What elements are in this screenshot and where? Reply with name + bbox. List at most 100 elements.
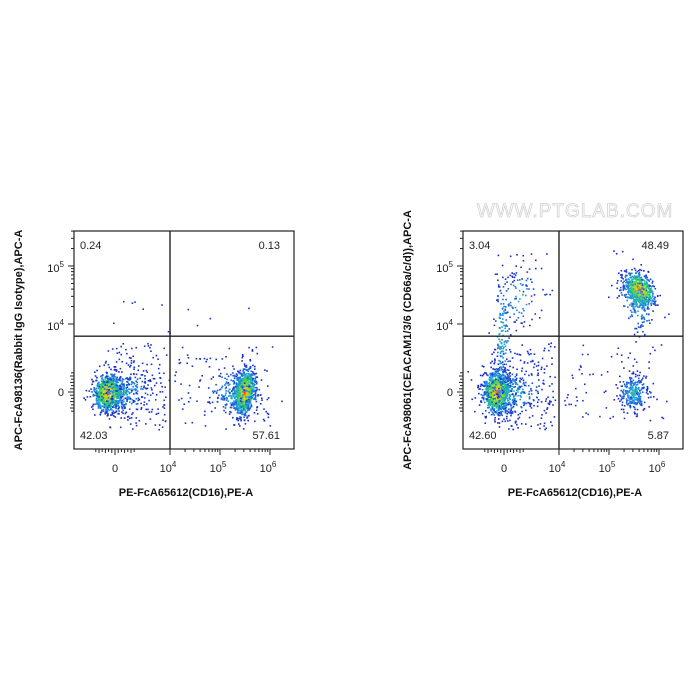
scatter-point xyxy=(225,382,227,385)
scatter-point xyxy=(141,362,144,365)
scatter-point xyxy=(222,398,224,400)
scatter-point xyxy=(636,285,639,288)
scatter-point xyxy=(513,379,515,382)
scatter-point xyxy=(111,395,114,398)
scatter-point xyxy=(632,372,635,375)
scatter-point xyxy=(121,407,123,410)
scatter-point xyxy=(96,391,98,394)
scatter-point xyxy=(102,399,105,401)
scatter-point xyxy=(103,395,105,398)
scatter-point xyxy=(236,400,238,402)
scatter-point xyxy=(625,269,628,271)
scatter-point xyxy=(621,390,624,393)
scatter-point xyxy=(634,386,637,388)
scatter-point xyxy=(244,365,246,367)
scatter-point xyxy=(629,378,632,381)
scatter-point xyxy=(244,423,247,425)
scatter-point xyxy=(123,404,125,406)
scatter-point xyxy=(642,391,644,393)
scatter-point xyxy=(500,396,502,398)
scatter-point xyxy=(620,291,623,294)
scatter-point xyxy=(253,373,256,376)
scatter-point xyxy=(180,383,182,385)
scatter-point xyxy=(234,385,237,388)
scatter-point xyxy=(246,385,249,388)
scatter-point xyxy=(624,287,626,290)
scatter-point xyxy=(241,386,244,388)
scatter-point xyxy=(635,275,638,278)
scatter-point xyxy=(239,396,242,398)
scatter-point xyxy=(117,404,120,407)
scatter-point xyxy=(505,404,508,406)
scatter-point xyxy=(233,401,236,404)
scatter-point xyxy=(111,412,114,415)
scatter-point xyxy=(125,411,128,414)
scatter-point xyxy=(653,302,656,304)
scatter-point xyxy=(508,379,510,381)
scatter-point xyxy=(666,400,668,403)
scatter-point xyxy=(241,385,244,387)
scatter-point xyxy=(505,405,507,407)
scatter-point xyxy=(254,368,256,370)
scatter-point xyxy=(497,398,500,400)
scatter-point xyxy=(500,351,502,353)
scatter-point xyxy=(84,399,87,401)
scatter-point xyxy=(531,382,534,384)
scatter-point xyxy=(95,387,98,390)
scatter-point xyxy=(118,371,120,373)
scatter-point xyxy=(636,413,638,415)
scatter-point xyxy=(502,314,504,317)
scatter-point xyxy=(123,300,125,303)
scatter-point xyxy=(189,397,192,399)
scatter-point xyxy=(100,392,103,394)
scatter-point xyxy=(112,376,115,378)
scatter-point xyxy=(504,360,507,362)
scatter-point xyxy=(490,376,492,378)
scatter-point xyxy=(637,388,640,390)
scatter-point xyxy=(515,403,518,406)
scatter-point xyxy=(494,391,496,394)
scatter-point xyxy=(178,399,180,401)
scatter-point xyxy=(175,371,177,373)
scatter-point xyxy=(110,405,112,407)
scatter-point xyxy=(238,379,240,382)
scatter-point xyxy=(243,387,245,389)
scatter-point xyxy=(145,369,148,372)
scatter-point xyxy=(634,311,637,314)
scatter-point xyxy=(150,411,153,413)
scatter-point xyxy=(619,381,621,383)
scatter-point xyxy=(111,384,113,387)
scatter-point xyxy=(639,395,642,398)
scatter-point xyxy=(117,392,119,394)
scatter-point xyxy=(487,394,489,397)
scatter-point xyxy=(626,385,628,388)
scatter-point xyxy=(657,304,659,306)
scatter-point xyxy=(114,406,117,409)
scatter-point xyxy=(641,287,643,289)
scatter-point xyxy=(257,394,259,396)
scatter-point xyxy=(127,378,129,381)
scatter-point xyxy=(131,413,133,416)
scatter-point xyxy=(148,399,150,402)
scatter-point xyxy=(647,292,649,295)
scatter-point xyxy=(98,365,101,368)
scatter-point xyxy=(489,372,492,375)
scatter-point xyxy=(149,346,151,349)
scatter-point xyxy=(617,279,619,282)
scatter-point xyxy=(491,406,493,408)
scatter-point xyxy=(129,377,132,379)
scatter-point xyxy=(113,322,115,325)
scatter-point xyxy=(634,301,636,304)
scatter-point xyxy=(131,402,133,405)
scatter-point xyxy=(636,408,639,411)
scatter-point xyxy=(203,357,206,360)
scatter-point xyxy=(506,394,508,397)
scatter-point xyxy=(246,384,248,386)
scatter-point xyxy=(239,412,242,414)
scatter-point xyxy=(498,405,501,408)
scatter-point xyxy=(631,294,634,296)
scatter-point xyxy=(110,387,112,389)
scatter-point xyxy=(232,403,235,405)
scatter-point xyxy=(634,387,637,390)
scatter-point xyxy=(505,306,507,308)
